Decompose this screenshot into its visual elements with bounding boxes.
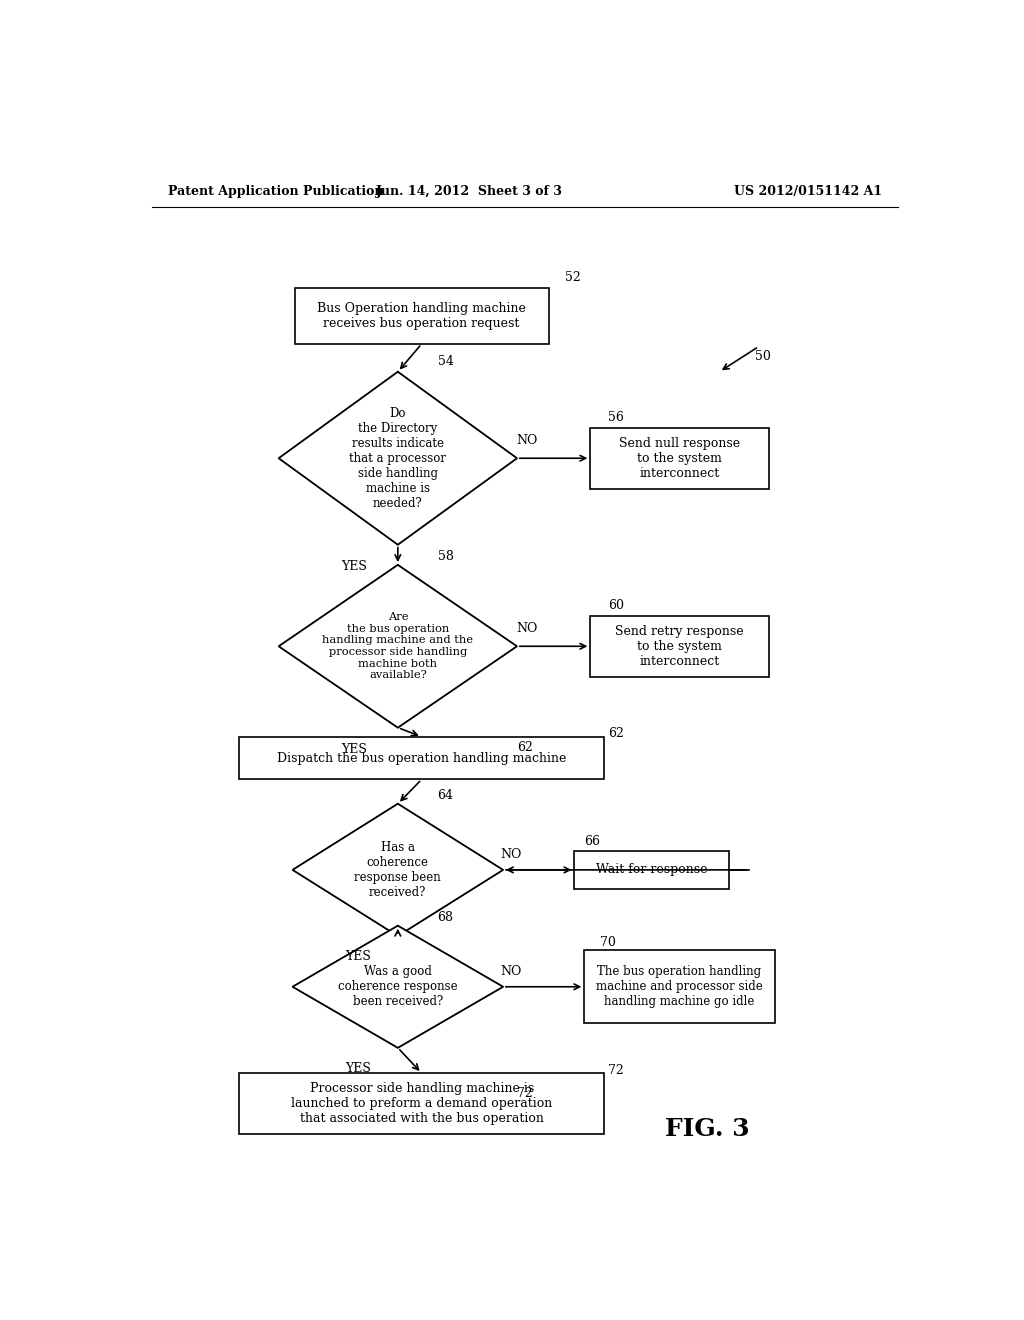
Bar bbox=[574, 850, 729, 890]
Text: 64: 64 bbox=[437, 789, 454, 803]
Text: Send retry response
to the system
interconnect: Send retry response to the system interc… bbox=[615, 624, 743, 668]
Text: 68: 68 bbox=[437, 911, 454, 924]
Text: Bus Operation handling machine
receives bus operation request: Bus Operation handling machine receives … bbox=[317, 302, 526, 330]
Text: 62: 62 bbox=[517, 742, 532, 755]
Text: 50: 50 bbox=[755, 350, 771, 363]
Text: Do
the Directory
results indicate
that a processor
side handling
machine is
need: Do the Directory results indicate that a… bbox=[349, 407, 446, 510]
Text: NO: NO bbox=[516, 434, 538, 447]
Text: Patent Application Publication: Patent Application Publication bbox=[168, 185, 383, 198]
Text: Send null response
to the system
interconnect: Send null response to the system interco… bbox=[618, 437, 740, 479]
Polygon shape bbox=[279, 372, 517, 545]
Text: NO: NO bbox=[516, 623, 538, 635]
Text: 60: 60 bbox=[608, 599, 624, 612]
Text: YES: YES bbox=[345, 950, 371, 962]
Text: 72: 72 bbox=[608, 1064, 624, 1077]
Text: Jun. 14, 2012  Sheet 3 of 3: Jun. 14, 2012 Sheet 3 of 3 bbox=[376, 185, 562, 198]
Text: FIG. 3: FIG. 3 bbox=[665, 1117, 750, 1140]
Text: Are
the bus operation
handling machine and the
processor side handling
machine b: Are the bus operation handling machine a… bbox=[323, 612, 473, 680]
Polygon shape bbox=[293, 925, 503, 1048]
Text: Wait for response: Wait for response bbox=[596, 863, 708, 876]
Text: 54: 54 bbox=[437, 355, 454, 368]
Text: YES: YES bbox=[345, 1061, 371, 1074]
Text: 62: 62 bbox=[608, 727, 624, 741]
Text: 58: 58 bbox=[437, 550, 454, 564]
Bar bbox=[590, 428, 769, 488]
Text: 72: 72 bbox=[517, 1086, 532, 1100]
Text: YES: YES bbox=[341, 743, 368, 756]
Text: Has a
coherence
response been
received?: Has a coherence response been received? bbox=[354, 841, 441, 899]
Bar bbox=[295, 288, 549, 345]
Bar bbox=[585, 950, 775, 1023]
Text: 70: 70 bbox=[600, 936, 616, 949]
Text: 52: 52 bbox=[564, 272, 581, 284]
Bar bbox=[239, 1073, 604, 1134]
Text: Processor side handling machine is
launched to preform a demand operation
that a: Processor side handling machine is launc… bbox=[291, 1082, 552, 1125]
Text: US 2012/0151142 A1: US 2012/0151142 A1 bbox=[734, 185, 882, 198]
Text: NO: NO bbox=[501, 849, 521, 861]
Text: Dispatch the bus operation handling machine: Dispatch the bus operation handling mach… bbox=[276, 751, 566, 764]
Text: YES: YES bbox=[341, 561, 368, 573]
Text: The bus operation handling
machine and processor side
handling machine go idle: The bus operation handling machine and p… bbox=[596, 965, 763, 1008]
Text: Was a good
coherence response
been received?: Was a good coherence response been recei… bbox=[338, 965, 458, 1008]
Polygon shape bbox=[293, 804, 503, 936]
Text: 66: 66 bbox=[585, 836, 600, 847]
Text: NO: NO bbox=[501, 965, 521, 978]
Polygon shape bbox=[279, 565, 517, 727]
Bar bbox=[590, 615, 769, 677]
Bar bbox=[239, 737, 604, 779]
Text: 56: 56 bbox=[608, 411, 624, 424]
